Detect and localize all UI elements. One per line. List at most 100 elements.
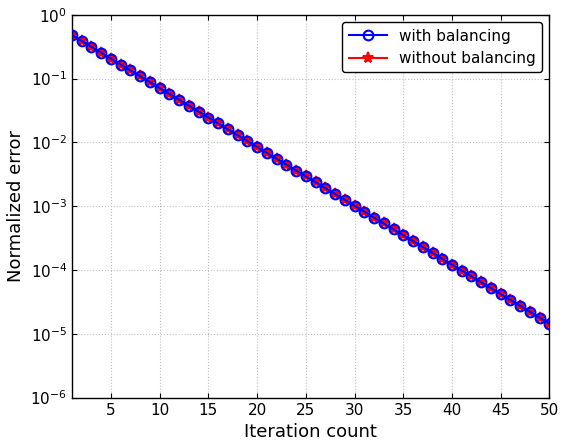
with balancing [254, 144, 260, 150]
without balancing [449, 262, 456, 267]
without balancing [419, 244, 426, 250]
with balancing [186, 103, 192, 108]
without balancing [537, 315, 543, 320]
without balancing [117, 62, 124, 67]
with balancing [195, 109, 202, 114]
Y-axis label: Normalized error: Normalized error [7, 130, 25, 282]
without balancing [351, 203, 358, 208]
without balancing [234, 133, 241, 138]
without balancing [361, 209, 368, 215]
without balancing [127, 68, 134, 73]
with balancing [137, 73, 144, 79]
with balancing [361, 209, 368, 215]
without balancing [156, 86, 163, 91]
without balancing [147, 80, 153, 85]
with balancing [68, 32, 75, 38]
without balancing [283, 162, 290, 167]
with balancing [439, 256, 445, 262]
with balancing [166, 91, 173, 97]
without balancing [332, 191, 338, 197]
without balancing [215, 121, 221, 126]
with balancing [410, 238, 417, 244]
with balancing [507, 297, 514, 303]
with balancing [429, 250, 436, 256]
without balancing [98, 50, 105, 56]
without balancing [478, 280, 484, 285]
with balancing [458, 268, 465, 273]
with balancing [176, 97, 183, 103]
without balancing [108, 56, 114, 61]
without balancing [517, 303, 524, 309]
with balancing [400, 233, 407, 238]
with balancing [205, 115, 212, 120]
without balancing [439, 256, 445, 262]
with balancing [293, 168, 299, 173]
without balancing [410, 238, 417, 244]
without balancing [487, 285, 494, 291]
with balancing [449, 262, 456, 267]
without balancing [88, 44, 95, 50]
without balancing [322, 185, 329, 191]
with balancing [234, 133, 241, 138]
without balancing [68, 32, 75, 38]
with balancing [478, 280, 484, 285]
with balancing [108, 56, 114, 61]
without balancing [429, 250, 436, 256]
X-axis label: Iteration count: Iteration count [245, 423, 377, 441]
without balancing [341, 197, 348, 202]
Legend: with balancing, without balancing: with balancing, without balancing [342, 22, 542, 72]
with balancing [498, 291, 504, 297]
with balancing [351, 203, 358, 208]
without balancing [195, 109, 202, 114]
with balancing [332, 191, 338, 197]
without balancing [78, 39, 85, 44]
without balancing [176, 97, 183, 103]
without balancing [302, 174, 309, 179]
with balancing [88, 44, 95, 50]
with balancing [117, 62, 124, 67]
with balancing [487, 285, 494, 291]
without balancing [390, 227, 397, 232]
without balancing [371, 215, 378, 220]
with balancing [537, 315, 543, 320]
without balancing [546, 321, 553, 326]
with balancing [390, 227, 397, 232]
without balancing [380, 221, 387, 226]
with balancing [312, 180, 319, 185]
without balancing [166, 91, 173, 97]
with balancing [215, 121, 221, 126]
Line: with balancing: with balancing [67, 30, 554, 328]
without balancing [498, 291, 504, 297]
without balancing [225, 127, 231, 132]
without balancing [205, 115, 212, 120]
with balancing [546, 321, 553, 326]
with balancing [380, 221, 387, 226]
with balancing [78, 39, 85, 44]
without balancing [468, 274, 475, 279]
without balancing [254, 144, 260, 150]
with balancing [98, 50, 105, 56]
without balancing [186, 103, 192, 108]
with balancing [322, 185, 329, 191]
Line: without balancing: without balancing [66, 30, 555, 329]
without balancing [273, 156, 280, 161]
with balancing [225, 127, 231, 132]
without balancing [312, 180, 319, 185]
without balancing [507, 297, 514, 303]
without balancing [400, 233, 407, 238]
with balancing [244, 138, 251, 144]
with balancing [419, 244, 426, 250]
with balancing [517, 303, 524, 309]
without balancing [137, 73, 144, 79]
with balancing [371, 215, 378, 220]
with balancing [263, 150, 270, 155]
without balancing [244, 138, 251, 144]
without balancing [263, 150, 270, 155]
with balancing [341, 197, 348, 202]
with balancing [302, 174, 309, 179]
with balancing [468, 274, 475, 279]
with balancing [156, 86, 163, 91]
without balancing [458, 268, 465, 273]
with balancing [147, 80, 153, 85]
with balancing [283, 162, 290, 167]
